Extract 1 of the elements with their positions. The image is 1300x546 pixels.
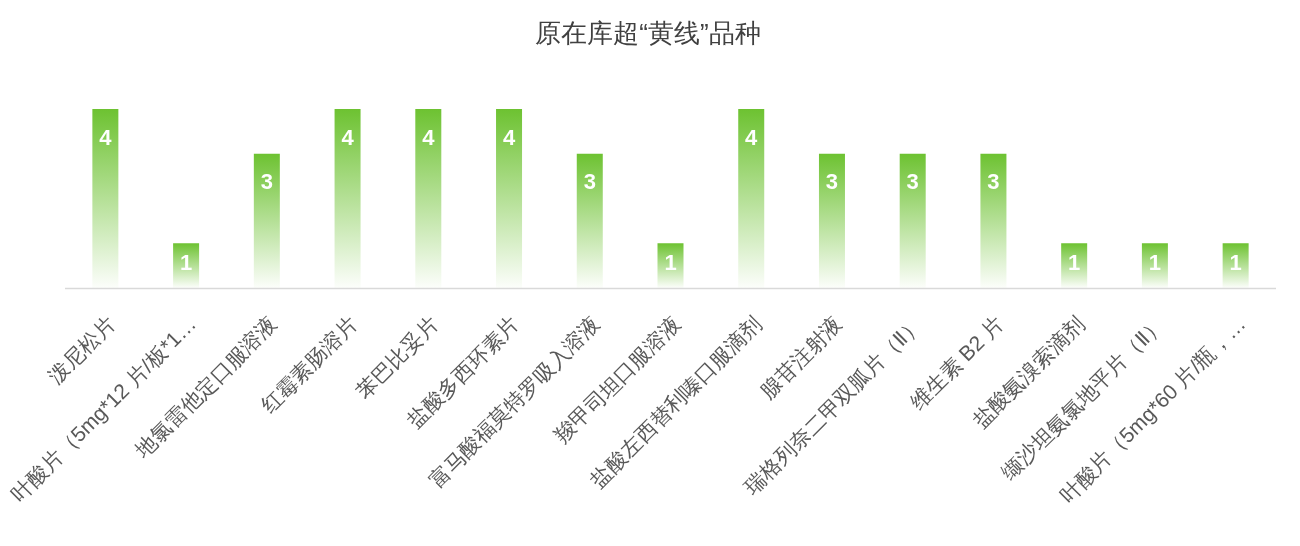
title: 原在库超“黄线”品种 — [535, 18, 761, 48]
